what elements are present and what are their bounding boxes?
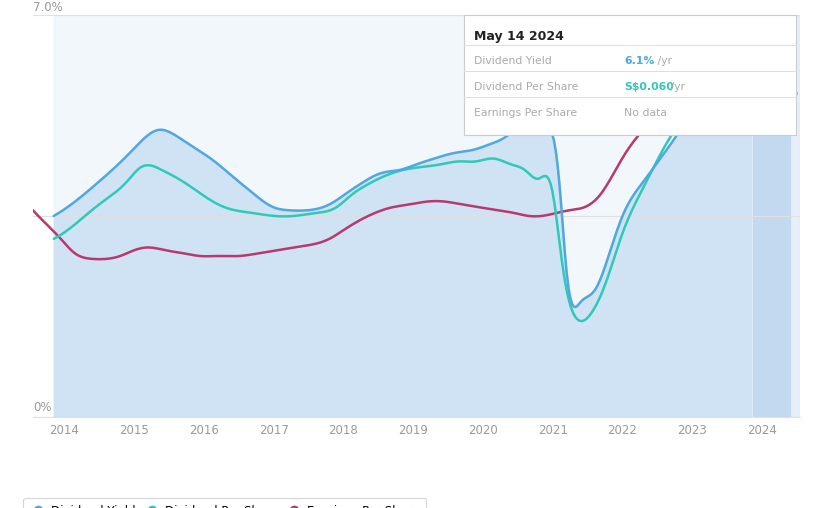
Text: 0%: 0% [33,401,52,414]
Point [783,83,796,91]
Text: Past: Past [757,35,782,48]
Text: Dividend Per Share: Dividend Per Share [474,82,578,92]
Text: 6.1%: 6.1% [624,56,654,67]
Text: S$0.060: S$0.060 [624,82,674,92]
Text: Earnings Per Share: Earnings Per Share [474,108,577,118]
Text: 7.0%: 7.0% [33,1,62,14]
Text: Dividend Yield: Dividend Yield [474,56,552,67]
Bar [53,15,753,417]
Text: No data: No data [624,108,667,118]
Legend: Dividend Yield, Dividend Per Share, Earnings Per Share: Dividend Yield, Dividend Per Share, Earn… [23,498,426,508]
Bar [753,15,800,417]
Text: May 14 2024: May 14 2024 [474,30,563,43]
Point [787,88,800,97]
Text: /yr: /yr [667,82,685,92]
Text: /yr: /yr [654,56,672,67]
